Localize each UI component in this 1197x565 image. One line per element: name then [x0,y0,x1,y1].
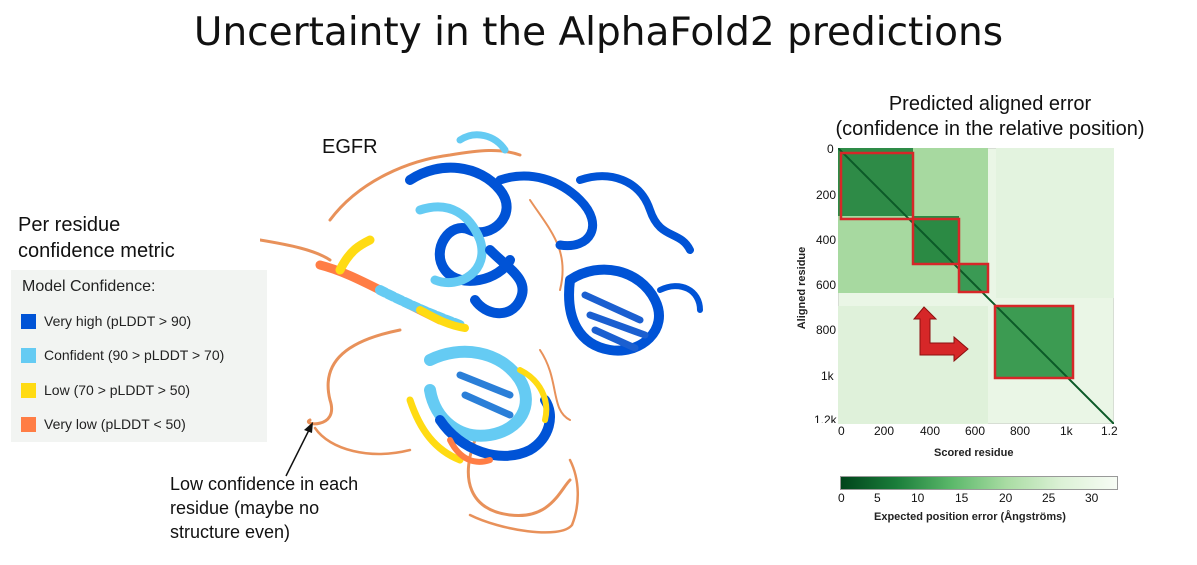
legend-item-label: Very low (pLDDT < 50) [44,416,186,432]
x-tick: 400 [920,424,941,438]
pae-heatmap [838,148,1114,424]
colorbar-label: Expected position error (Ångströms) [874,511,1066,523]
legend-item-confident: Confident (90 > pLDDT > 70) [21,347,224,363]
pae-title-line2: (confidence in the relative position) [835,118,1145,140]
domain-box [957,262,990,294]
very-low-swatch [21,416,36,432]
x-tick: 200 [874,424,895,438]
y-tick: 200 [816,188,837,202]
slide-title: Uncertainty in the AlphaFold2 prediction… [193,10,1004,55]
red-arrow-icon [912,306,969,363]
protein-label: EGFR [322,136,378,158]
legend-item-very-high: Very high (pLDDT > 90) [21,313,191,329]
per-residue-heading-line1: Per residue [18,214,121,236]
domain-box [993,304,1075,380]
low-confidence-note-line1: Low confidence in each [170,474,359,494]
x-tick: 800 [1010,424,1031,438]
y-tick: 0 [827,142,834,156]
low-swatch [21,382,36,398]
very-high-swatch [21,313,36,329]
legend-item-label: Low (70 > pLDDT > 50) [44,382,191,398]
y-tick: 600 [816,278,837,292]
x-tick: 600 [965,424,986,438]
pae-title-line1: Predicted aligned error [888,93,1092,115]
x-tick: 0 [838,424,845,438]
legend-title: Model Confidence: [22,278,156,295]
pointer-arrow [285,422,313,477]
domain-box [911,217,961,266]
colorbar-tick: 30 [1085,491,1099,505]
y-tick: 1.2k [814,413,837,423]
confident-swatch [21,347,36,363]
colorbar-tick: 0 [838,491,845,505]
protein-structure-image [260,131,703,534]
y-axis-label: Aligned residue [796,246,808,330]
colorbar-tick: 25 [1042,491,1056,505]
colorbar-tick: 15 [955,491,969,505]
y-tick: 400 [816,233,837,247]
colorbar-tick: 10 [911,491,925,505]
x-axis-label: Scored residue [934,447,1014,459]
pae-title: Predicted aligned error (confidence in t… [800,92,1180,142]
y-tick: 1k [821,369,834,383]
per-residue-heading-line2: confidence metric [18,240,175,262]
legend-item-low: Low (70 > pLDDT > 50) [21,382,190,398]
domain-box [839,151,915,221]
colorbar-tick: 5 [874,491,881,505]
y-tick: 800 [816,323,837,337]
x-tick: 1.2 [1101,424,1118,438]
low-confidence-note-line2: residue (maybe no [170,498,320,518]
legend-item-very-low: Very low (pLDDT < 50) [21,416,186,432]
legend-item-label: Very high (pLDDT > 90) [44,313,192,329]
confidence-legend: Model Confidence: Very high (pLDDT > 90)… [11,270,267,442]
low-confidence-note: Low confidence in each residue (maybe no… [170,472,358,544]
per-residue-heading: Per residue confidence metric [18,212,175,264]
colorbar-tick: 20 [999,491,1013,505]
x-tick: 1k [1060,424,1073,438]
low-confidence-note-line3: structure even) [170,522,291,542]
legend-item-label: Confident (90 > pLDDT > 70) [44,347,225,363]
colorbar [840,476,1118,490]
